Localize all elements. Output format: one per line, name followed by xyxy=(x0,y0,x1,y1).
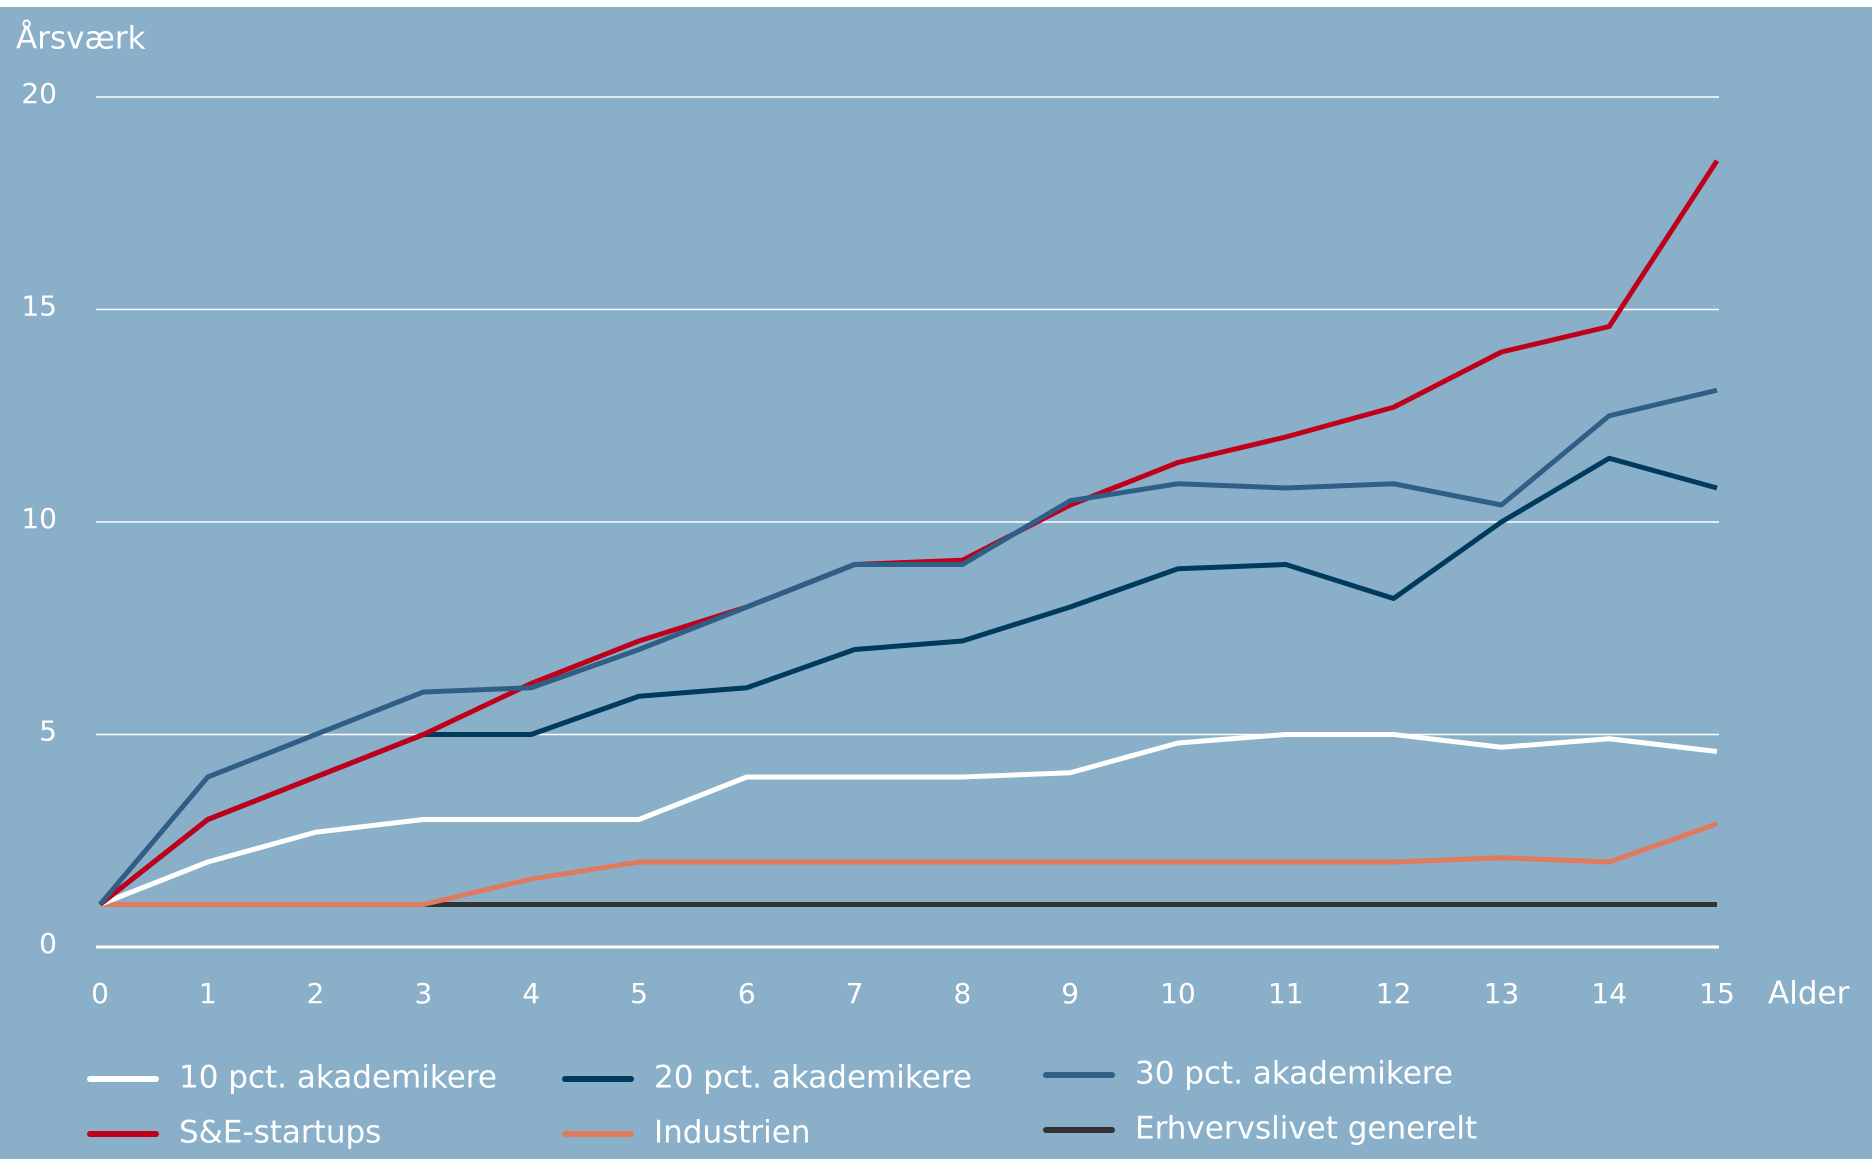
x-tick-label: 1 xyxy=(199,977,217,1010)
x-tick-label: 6 xyxy=(738,977,756,1010)
y-tick-label: 10 xyxy=(21,502,57,535)
x-tick-label: 2 xyxy=(307,977,325,1010)
legend-label: 30 pct. akademikere xyxy=(1135,1056,1453,1092)
line-series xyxy=(99,732,1718,907)
x-tick-label: 5 xyxy=(630,977,648,1010)
y-tick-label: 0 xyxy=(39,927,57,960)
legend-label: Industrien xyxy=(654,1115,811,1151)
x-tick-label: 0 xyxy=(91,977,109,1010)
y-axis-label: Årsværk xyxy=(16,21,146,57)
line-series xyxy=(100,821,1718,907)
y-tick-label: 20 xyxy=(21,77,57,110)
x-tick-label: 15 xyxy=(1699,977,1735,1010)
x-tick-label: 9 xyxy=(1061,977,1079,1010)
x-tick-label: 3 xyxy=(414,977,432,1010)
x-tick-label: 10 xyxy=(1160,977,1196,1010)
line-series xyxy=(98,159,1720,907)
x-tick-label: 7 xyxy=(846,977,864,1010)
x-tick-label: 13 xyxy=(1484,977,1520,1010)
legend-label: S&E-startups xyxy=(179,1115,381,1151)
line-series xyxy=(98,455,1718,907)
legend-label: 20 pct. akademikere xyxy=(654,1060,972,1096)
y-tick-label: 5 xyxy=(39,715,57,748)
legend-label: 10 pct. akademikere xyxy=(179,1060,497,1096)
line-series xyxy=(98,387,1718,907)
x-tick-label: 8 xyxy=(953,977,971,1010)
y-tick-label: 15 xyxy=(21,290,57,323)
x-axis-label: Alder xyxy=(1768,976,1850,1012)
x-tick-label: 4 xyxy=(522,977,540,1010)
x-tick-label: 14 xyxy=(1591,977,1627,1010)
x-tick-label: 11 xyxy=(1268,977,1304,1010)
legend-label: Erhvervslivet generelt xyxy=(1135,1111,1477,1147)
top-strip xyxy=(0,0,1872,7)
x-tick-label: 12 xyxy=(1376,977,1412,1010)
